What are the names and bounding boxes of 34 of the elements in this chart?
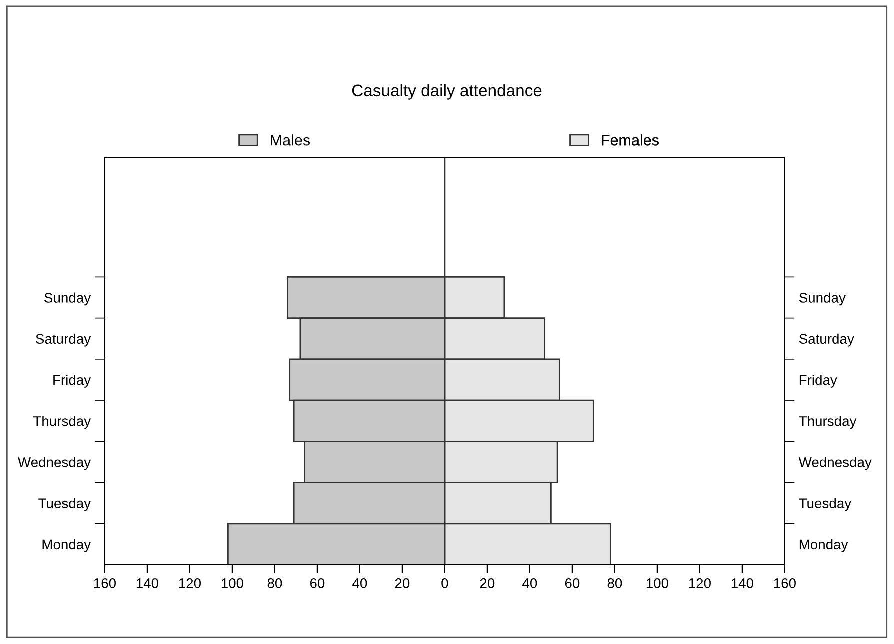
x-tick-label: 140	[732, 578, 754, 588]
x-tick-label: 160	[774, 578, 796, 588]
y-tick-label: Saturday	[36, 334, 92, 347]
x-tick-label: 120	[179, 578, 201, 588]
x-tick-label: 100	[222, 578, 244, 588]
category-label: Thursday	[799, 416, 857, 430]
x-tick-label: 0	[442, 578, 448, 588]
x-tick-label: 160	[94, 578, 116, 588]
legend-label: Females	[602, 134, 659, 146]
y-tick-label: Thursday	[33, 416, 92, 430]
x-tick-label: 100	[646, 578, 668, 588]
x-tick-label: 80	[268, 578, 282, 588]
x-tick-label: 140	[136, 578, 158, 588]
category-label: Sunday	[799, 292, 846, 306]
category-label: Friday	[800, 374, 838, 388]
x-tick-label: 60	[310, 578, 325, 588]
x-tick-label: 40	[352, 578, 368, 588]
legend-label: Males	[271, 134, 310, 146]
y-tick-label: Wednesday	[18, 457, 92, 470]
category-label: Saturday	[799, 334, 854, 347]
x-tick-label: 80	[608, 578, 622, 588]
category-label: Monday	[800, 539, 848, 552]
x-tick-label: 20	[395, 578, 410, 588]
x-tick-label: 40	[522, 578, 538, 588]
category-label: Wednesday	[798, 457, 872, 470]
category-label: Tuesday	[799, 498, 852, 512]
chart-title: Casualty daily attendance	[352, 84, 542, 100]
y-tick-label: Monday	[42, 539, 92, 552]
x-tick-label: 60	[565, 578, 580, 588]
y-tick-label: Friday	[54, 374, 92, 388]
y-tick-label: Tuesday	[38, 498, 92, 512]
x-tick-label: 20	[480, 578, 495, 588]
x-tick-label: 120	[689, 578, 711, 588]
y-tick-label: Sunday	[44, 292, 92, 306]
